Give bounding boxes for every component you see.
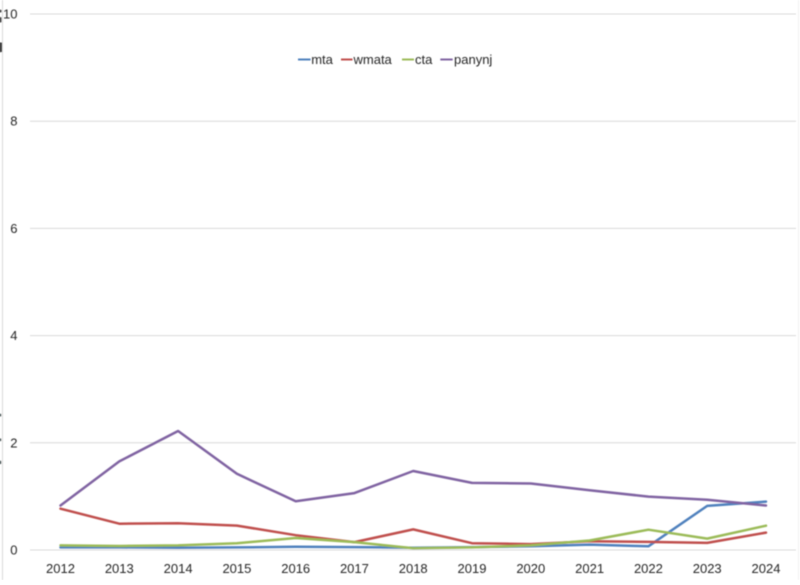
svg-text:cta: cta: [415, 52, 433, 67]
svg-text:2014: 2014: [164, 561, 193, 576]
svg-text:2021: 2021: [575, 561, 604, 576]
svg-text:10: 10: [3, 7, 17, 22]
svg-text:8: 8: [10, 114, 17, 129]
svg-text:4: 4: [10, 328, 17, 343]
svg-text:panynj: panynj: [454, 52, 492, 67]
svg-text:2023: 2023: [693, 561, 722, 576]
svg-text:6: 6: [10, 221, 17, 236]
svg-text:2022: 2022: [634, 561, 663, 576]
svg-text:2012: 2012: [46, 561, 75, 576]
svg-text:2013: 2013: [105, 561, 134, 576]
svg-text:2016: 2016: [281, 561, 310, 576]
svg-text:2015: 2015: [222, 561, 251, 576]
svg-text:0: 0: [10, 543, 17, 558]
svg-text:2: 2: [10, 435, 17, 450]
svg-text:2020: 2020: [516, 561, 545, 576]
svg-text:wmata: wmata: [353, 52, 393, 67]
svg-text:mta: mta: [311, 52, 333, 67]
svg-text:2024: 2024: [752, 561, 781, 576]
svg-text:2017: 2017: [340, 561, 369, 576]
svg-text:2019: 2019: [458, 561, 487, 576]
svg-text:2018: 2018: [399, 561, 428, 576]
